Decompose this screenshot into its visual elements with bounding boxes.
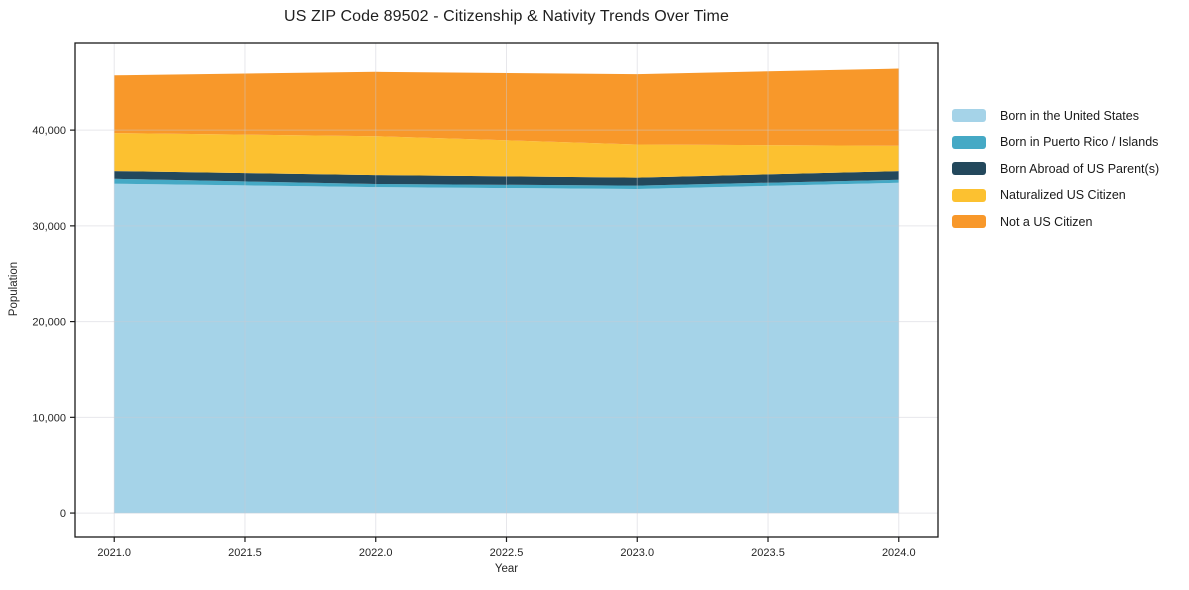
area-series-4 bbox=[114, 68, 899, 146]
area-series-0 bbox=[114, 182, 899, 514]
legend-item-puerto-rico: Born in Puerto Rico / Islands bbox=[952, 135, 1159, 151]
x-tick-label: 2022.0 bbox=[359, 547, 393, 559]
area-series-1 bbox=[114, 178, 899, 189]
legend-swatch-icon bbox=[952, 188, 986, 202]
legend: Born in the United States Born in Puerto… bbox=[952, 108, 1159, 230]
y-tick-label: 20,000 bbox=[32, 317, 66, 329]
legend-swatch-icon bbox=[952, 135, 986, 149]
legend-item-born-abroad: Born Abroad of US Parent(s) bbox=[952, 161, 1159, 177]
x-tick-label: 2023.5 bbox=[751, 547, 785, 559]
y-tick-label: 0 bbox=[60, 508, 66, 520]
legend-item-naturalized: Naturalized US Citizen bbox=[952, 188, 1159, 204]
legend-swatch-icon bbox=[952, 162, 986, 176]
legend-item-not-citizen: Not a US Citizen bbox=[952, 214, 1159, 230]
legend-label: Not a US Citizen bbox=[1000, 214, 1093, 229]
legend-label: Naturalized US Citizen bbox=[1000, 188, 1126, 203]
legend-label: Born Abroad of US Parent(s) bbox=[1000, 161, 1160, 176]
legend-swatch-icon bbox=[952, 109, 986, 123]
x-tick-label: 2021.0 bbox=[97, 547, 131, 559]
legend-item-born-in-us: Born in the United States bbox=[952, 108, 1159, 124]
area-series-2 bbox=[114, 171, 899, 186]
chart-title: US ZIP Code 89502 - Citizenship & Nativi… bbox=[284, 8, 729, 25]
area-series-3 bbox=[114, 133, 899, 178]
x-tick-label: 2023.0 bbox=[620, 547, 654, 559]
x-tick-label: 2022.5 bbox=[490, 547, 524, 559]
legend-label: Born in Puerto Rico / Islands bbox=[1000, 135, 1159, 150]
x-axis-label: Year bbox=[494, 563, 519, 575]
legend-swatch-icon bbox=[952, 215, 986, 229]
x-tick-label: 2024.0 bbox=[882, 547, 916, 559]
y-tick-label: 10,000 bbox=[32, 412, 66, 424]
legend-label: Born in the United States bbox=[1000, 108, 1139, 123]
y-tick-label: 40,000 bbox=[32, 125, 66, 137]
y-tick-label: 30,000 bbox=[32, 221, 66, 233]
x-tick-label: 2021.5 bbox=[228, 547, 262, 559]
